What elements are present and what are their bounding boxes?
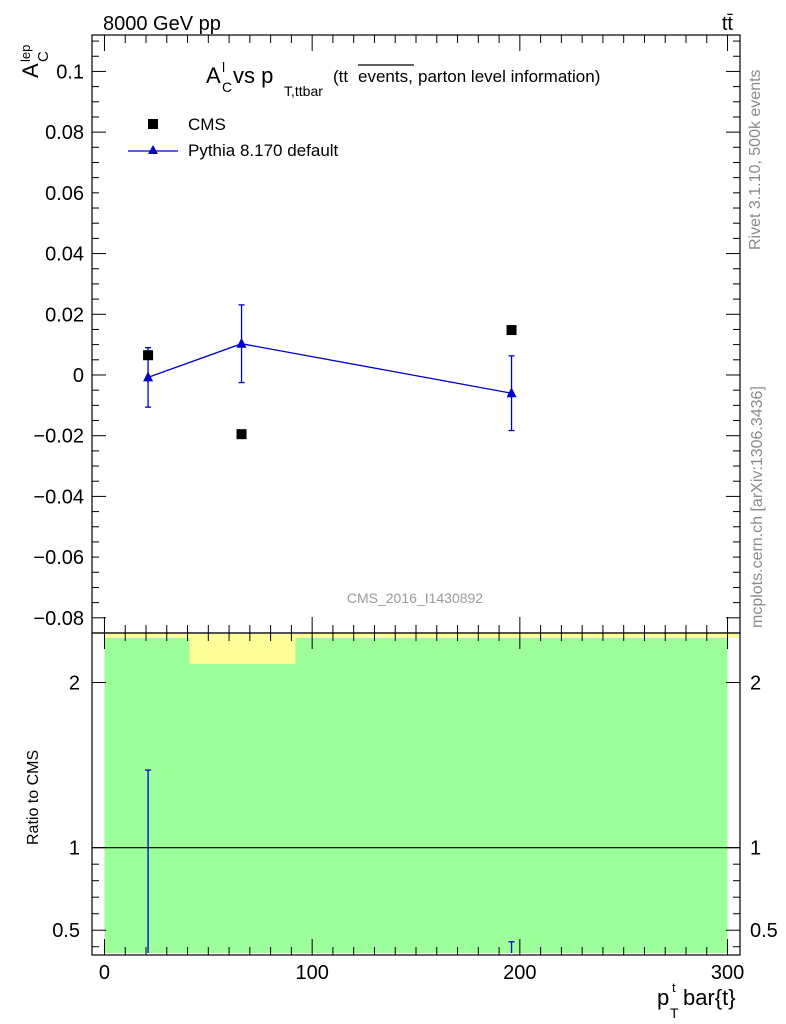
upper-y-tick-label: 0.02 [45,304,84,326]
title-overline: events, [358,67,413,86]
side-rivet-info: Rivet 3.1.10, 500k events [747,69,764,250]
pythia-line [147,343,512,394]
xlabel-sup: t [672,980,676,995]
ylabel-sub: C [35,51,52,62]
title-main: A [206,63,221,88]
upper-y-tick-label: 0.1 [56,61,84,83]
cms-point [143,350,154,361]
analysis-watermark: CMS_2016_I1430892 [347,590,483,606]
upper-y-tick-label: 0 [73,365,84,387]
legend: CMS Pythia 8.170 default [128,115,339,160]
lower-y-tick-label-left: 2 [69,673,80,695]
upper-y-tick-label: 0.06 [45,183,84,205]
upper-data-layer [143,304,517,440]
ylabel-main: A [18,63,43,78]
pythia-point [143,371,154,382]
legend-cms-marker [148,119,158,129]
svg-text:A: A [18,63,43,78]
upper-panel: 0.1 0.08 0.06 0.04 0.02 0 −0.02 −0.04 −0.06 −0.08… [18,34,741,634]
title-sub: C [222,79,232,95]
ylabel-sup: lep [18,45,33,62]
lower-x-axis: 0 100 200 300 [99,633,744,984]
lower-y-tick-label-left: 0.5 [52,920,80,942]
header-process-label: tt̄ [722,13,734,35]
cms-point [506,325,517,336]
upper-y-tick-label: −0.08 [33,608,84,630]
lower-y-tick-label-left: 1 [69,838,80,860]
xlabel-sub: T [670,1005,679,1021]
upper-x-ticks [103,35,729,633]
x-tick-label: 100 [295,962,328,984]
x-tick-label: 0 [99,962,110,984]
lower-y-tick-label-right: 2 [750,673,761,695]
lower-y-label: Ratio to CMS [25,750,42,845]
upper-y-axis: 0.1 0.08 0.06 0.04 0.02 0 −0.02 −0.04 −0.06 −0.08 [33,40,740,634]
x-tick-label: 300 [711,962,744,984]
upper-y-tick-label: 0.08 [45,122,84,144]
side-mcplots-info: mcplots.cern.ch [arXiv:1306.3436] [749,386,766,628]
title-paren-rest: parton level information) [418,67,600,86]
plot-title: A l C vs p T,ttbar (tt events, parton le… [206,59,600,99]
ratio-yellow-block [189,634,296,664]
upper-y-tick-label: 0.04 [45,244,84,266]
pythia-point [236,337,247,348]
legend-cms-label: CMS [188,115,226,134]
lower-y-tick-label-right: 0.5 [750,920,778,942]
header-energy-label: 8000 GeV pp [103,13,221,35]
cms-point [236,429,247,440]
title-paren-open: (tt [333,67,348,86]
lower-data-layer [92,769,740,953]
xlabel-main: p [657,985,669,1010]
pythia-point [506,387,517,398]
x-tick-label: 200 [503,962,536,984]
lower-panel: 2 2 1 1 0.5 0.5 0 100 200 300 Ratio to CMS p t T… [25,632,778,1021]
legend-pythia-marker [148,145,158,154]
upper-y-label: A lep C [18,45,52,78]
legend-pythia-label: Pythia 8.170 default [188,141,339,160]
xlabel-rest: bar{t} [683,985,736,1010]
upper-y-tick-label: −0.06 [33,547,84,569]
x-axis-label: p t T bar{t} [657,980,736,1021]
lower-y-axis: 2 2 1 1 0.5 0.5 [52,673,778,948]
svg-text:lep: lep [18,45,33,62]
title-vs-sub: T,ttbar [284,83,323,99]
upper-y-tick-label: −0.04 [33,486,84,508]
ratio-yellow-top-band [104,634,739,638]
svg-text:C: C [35,51,52,62]
ratio-green-band [104,637,728,953]
upper-y-tick-label: −0.02 [33,426,84,448]
title-vs: vs p [233,63,273,88]
lower-y-tick-label-right: 1 [750,838,761,860]
title-sup: l [222,59,225,75]
